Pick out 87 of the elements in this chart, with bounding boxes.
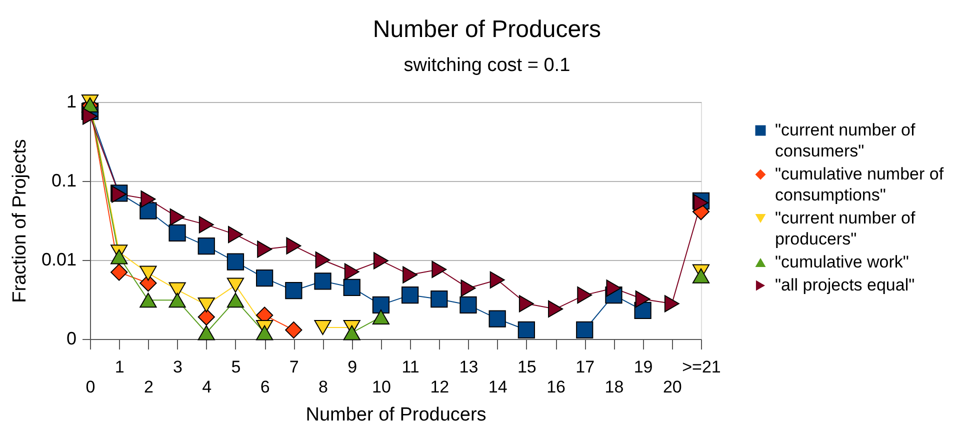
point <box>140 266 157 281</box>
point <box>344 263 360 280</box>
point <box>692 268 710 284</box>
x-tick-label: 0 <box>86 378 96 396</box>
point <box>198 216 214 234</box>
x-tick-label: 15 <box>517 358 536 376</box>
point <box>110 249 128 264</box>
point <box>372 296 390 314</box>
point <box>315 251 330 269</box>
point <box>170 208 185 226</box>
legend-label: "current number of consumers" <box>775 120 916 160</box>
x-tick-label: 2 <box>144 378 154 396</box>
point <box>168 224 186 242</box>
x-axis-title: Number of Producers <box>306 404 486 426</box>
point <box>257 240 272 258</box>
x-tick-label: >=21 <box>682 358 721 376</box>
point <box>140 292 157 308</box>
chart-subtitle: switching cost = 0.1 <box>404 55 570 76</box>
x-tick-label: 16 <box>546 378 566 396</box>
point <box>198 238 215 255</box>
point <box>168 282 186 298</box>
x-tick-label: 13 <box>459 358 478 376</box>
y-tick-label: 0.1 <box>51 170 76 190</box>
point <box>343 325 360 340</box>
point <box>286 237 302 254</box>
x-tick-label: 10 <box>372 378 391 396</box>
point <box>285 282 302 300</box>
legend-label: "cumulative work" <box>775 252 909 272</box>
x-tick-label: 12 <box>430 378 450 396</box>
x-tick-label: 20 <box>662 378 682 396</box>
point <box>373 252 388 270</box>
y-tick-label: 1 <box>66 92 76 112</box>
chart-title: Number of Producers <box>372 16 602 43</box>
x-tick-label: 17 <box>576 358 595 376</box>
point <box>488 310 506 328</box>
point <box>460 296 477 314</box>
x-tick-label: 18 <box>604 378 624 396</box>
point <box>226 278 244 293</box>
x-tick-label: 5 <box>231 358 241 376</box>
point <box>490 271 505 288</box>
x-tick-label: 9 <box>348 358 358 376</box>
point <box>606 280 622 297</box>
point <box>110 264 128 281</box>
point <box>228 226 243 244</box>
y-tick-label: 0 <box>66 328 76 348</box>
point <box>548 300 564 318</box>
point <box>314 320 332 335</box>
point <box>635 290 650 308</box>
point <box>518 321 535 339</box>
point <box>226 253 244 270</box>
point <box>634 302 652 319</box>
point <box>430 290 448 308</box>
point <box>664 295 680 312</box>
x-tick-label: 3 <box>173 358 183 376</box>
x-tick-label: 6 <box>260 378 270 396</box>
point <box>401 286 419 304</box>
y-tick-label: 0.01 <box>41 250 76 270</box>
legend-label: "cumulative number of consumptions" <box>775 164 944 204</box>
point <box>460 280 476 297</box>
point <box>402 266 418 284</box>
point <box>256 270 274 287</box>
point <box>226 292 244 308</box>
point <box>285 321 302 339</box>
x-tick-label: 1 <box>114 358 124 376</box>
point <box>168 292 186 308</box>
point <box>576 321 594 339</box>
y-axis-title: Fraction of Projects <box>9 139 30 303</box>
x-tick-label: 8 <box>318 378 328 396</box>
x-tick-label: 7 <box>289 358 299 376</box>
x-tick-label: 11 <box>402 358 420 376</box>
x-tick-label: 4 <box>202 378 212 396</box>
point <box>140 190 156 208</box>
point <box>82 108 98 125</box>
point <box>198 325 215 340</box>
x-tick-label: 19 <box>634 358 653 376</box>
point <box>372 309 390 324</box>
point <box>432 260 447 278</box>
point <box>518 295 534 312</box>
point <box>577 286 592 304</box>
point <box>314 272 332 290</box>
point <box>343 278 360 296</box>
x-tick-label: 14 <box>488 378 508 396</box>
legend-label: "all projects equal" <box>775 276 915 294</box>
point <box>198 297 215 312</box>
legend-label: "current number of producers" <box>775 208 916 248</box>
point <box>198 308 215 326</box>
point <box>256 325 274 340</box>
